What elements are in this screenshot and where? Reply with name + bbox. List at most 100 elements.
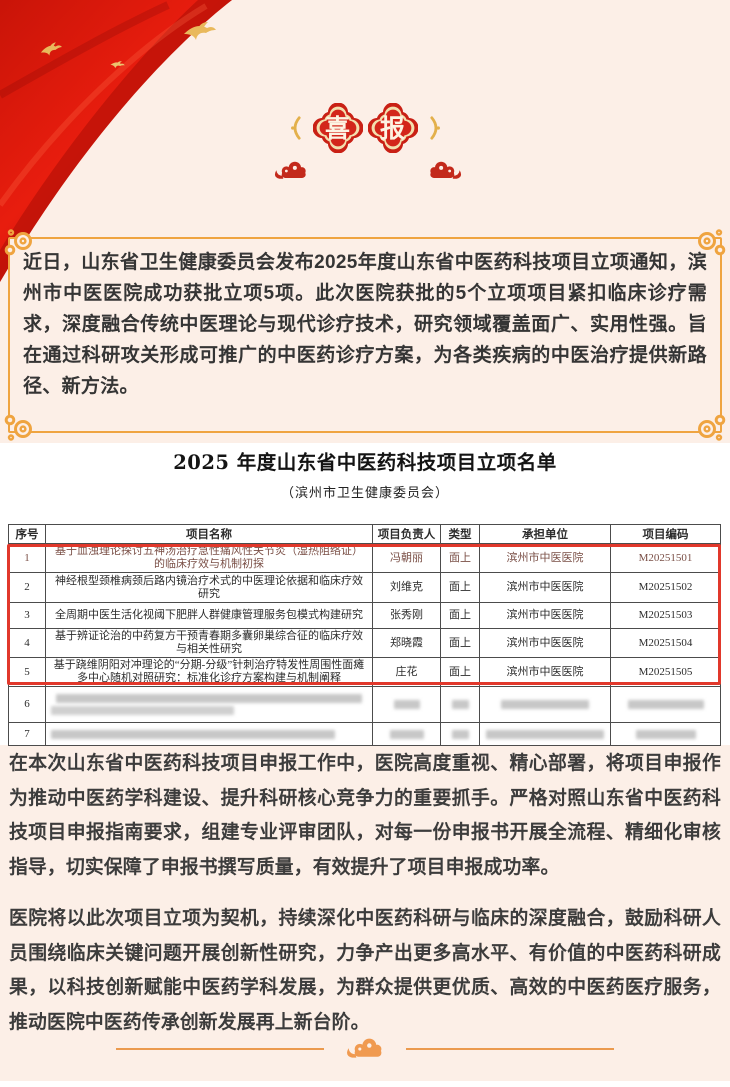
table-row: 2 神经根型颈椎病颈后路内镜治疗术式的中医理论依据和临床疗效研究 刘维克 面上 …: [8, 572, 721, 603]
cell-code-redacted: [610, 686, 721, 723]
cell-unit: 滨州市中医医院: [479, 657, 611, 687]
redacted-text-block: [501, 700, 589, 709]
intro-box: 近日，山东省卫生健康委员会发布2025年度山东省中医药科技项目立项通知，滨州市中…: [4, 229, 726, 441]
cell-unit: 滨州市中医医院: [479, 543, 611, 573]
cell-unit-redacted: [479, 686, 611, 723]
cell-type-redacted: [440, 686, 480, 723]
cell-project-name-redacted: [45, 722, 373, 746]
projects-table-wrap: 序号 项目名称 项目负责人 类型 承担单位 项目编码 1 基于血浊理论探讨五神汤…: [7, 524, 721, 746]
cell-no: 1: [8, 543, 46, 573]
cell-unit: 滨州市中医医院: [479, 602, 611, 629]
cloud-corner-icon: [698, 414, 726, 441]
gold-curl-icon: [290, 116, 301, 140]
col-header-leader: 项目负责人: [372, 524, 441, 544]
cell-project-name: 神经根型颈椎病颈后路内镜治疗术式的中医理论依据和临床疗效研究: [45, 572, 373, 603]
redacted-text-block: [51, 729, 336, 739]
cell-no: 7: [8, 722, 46, 746]
cell-leader-redacted: [372, 686, 441, 723]
col-header-name: 项目名称: [45, 524, 373, 544]
redacted-text-block: [451, 729, 469, 739]
red-ribbon-decoration: [0, 0, 232, 282]
table-header-row: 序号 项目名称 项目负责人 类型 承担单位 项目编码: [8, 524, 721, 544]
table-row: 1 基于血浊理论探讨五神汤治疗急性痛风性关节炎（湿热阻络证）的临床疗效与机制初探…: [8, 543, 721, 573]
cell-no: 5: [8, 657, 46, 687]
table-row-redacted: 6: [8, 686, 721, 723]
cell-project-name: 基于辨证论治的中药复方干预青春期多囊卵巢综合征的临床疗效与相关性研究: [45, 628, 373, 658]
cell-unit-redacted: [479, 722, 611, 746]
body-paragraph-1: 在本次山东省中医药科技项目申报工作中，医院高度重视、精心部署，将项目申报作为推动…: [9, 752, 721, 877]
list-title: 2025 年度山东省中医药科技项目立项名单: [173, 451, 557, 474]
cell-type: 面上: [440, 602, 480, 629]
cell-code: M20251504: [610, 628, 721, 658]
table-row: 3 全周期中医生活化视阈下肥胖人群健康管理服务包模式构建研究 张秀刚 面上 滨州…: [8, 602, 721, 629]
redacted-text-block: [55, 694, 363, 703]
cell-code: M20251505: [610, 657, 721, 687]
redacted-text-block: [51, 706, 235, 715]
cell-leader: 冯朝丽: [372, 543, 441, 573]
xi-badge: 喜: [312, 102, 363, 154]
footer-divider: [0, 1036, 730, 1062]
cell-no: 3: [8, 602, 46, 629]
cloud-corner-icon: [4, 414, 32, 441]
cloud-swirl-icon: [430, 161, 462, 179]
cell-unit: 滨州市中医医院: [479, 572, 611, 603]
cell-project-name: 基于跷维阴阳对冲理论的“分期-分级”针刺治疗特发性周围性面瘫多中心随机对照研究：…: [45, 657, 373, 687]
badge-char-xi: 喜: [324, 115, 350, 143]
cell-leader-redacted: [372, 722, 441, 746]
cell-project-name: 基于血浊理论探讨五神汤治疗急性痛风性关节炎（湿热阻络证）的临床疗效与机制初探: [45, 543, 373, 573]
cell-code: M20251501: [610, 543, 721, 573]
redacted-text-block: [486, 729, 604, 739]
cell-type-redacted: [440, 722, 480, 746]
cell-code: M20251503: [610, 602, 721, 629]
gold-curl-icon: [429, 116, 440, 140]
col-header-type: 类型: [440, 524, 480, 544]
cell-code: M20251502: [610, 572, 721, 603]
table-row-redacted: 7: [8, 722, 721, 746]
intro-paragraph: 近日，山东省卫生健康委员会发布2025年度山东省中医药科技项目立项通知，滨州市中…: [23, 252, 707, 397]
cell-unit: 滨州市中医医院: [479, 628, 611, 658]
redacted-text-block: [635, 729, 696, 739]
badge-char-bao: 报: [379, 115, 405, 143]
cloud-swirl-icon: [274, 161, 306, 179]
cell-leader: 刘维克: [372, 572, 441, 603]
cell-no: 6: [8, 686, 46, 723]
cell-type: 面上: [440, 543, 480, 573]
divider-line: [116, 1048, 324, 1050]
cell-code-redacted: [610, 722, 721, 746]
table-row: 4 基于辨证论治的中药复方干预青春期多囊卵巢综合征的临床疗效与相关性研究 郑晓霞…: [8, 628, 721, 658]
cell-type: 面上: [440, 657, 480, 687]
divider-line: [406, 1048, 614, 1050]
dove-icon: [40, 42, 62, 56]
bao-badge: 报: [367, 102, 418, 154]
list-subtitle: （滨州市卫生健康委员会）: [280, 486, 449, 501]
table-row: 5 基于跷维阴阳对冲理论的“分期-分级”针刺治疗特发性周围性面瘫多中心随机对照研…: [8, 657, 721, 687]
cell-no: 4: [8, 628, 46, 658]
quatrefoil-badge-shape: [367, 102, 418, 154]
dove-icon: [184, 22, 216, 40]
cell-no: 2: [8, 572, 46, 603]
bottom-edge-strip: [0, 1081, 730, 1087]
redacted-text-block: [389, 729, 424, 739]
redacted-text-block: [627, 700, 704, 709]
body-paragraph-2: 医院将以此次项目立项为契机，持续深化中医药科研与临床的深度融合，鼓励科研人员围绕…: [9, 907, 721, 1032]
cell-leader: 庄花: [372, 657, 441, 687]
dove-icon: [110, 61, 125, 69]
cell-project-name-redacted: [45, 686, 373, 723]
cloud-corner-icon: [698, 229, 726, 256]
cell-type: 面上: [440, 572, 480, 603]
cloud-corner-icon: [4, 229, 32, 256]
redacted-text-block: [393, 700, 420, 709]
projects-table: 序号 项目名称 项目负责人 类型 承担单位 项目编码 1 基于血浊理论探讨五神汤…: [8, 524, 721, 746]
cell-type: 面上: [440, 628, 480, 658]
col-header-code: 项目编码: [610, 524, 721, 544]
cell-leader: 郑晓霞: [372, 628, 441, 658]
redacted-text-block: [451, 700, 469, 709]
xibao-badge-group: 喜 报: [0, 102, 730, 154]
cell-project-name: 全周期中医生活化视阈下肥胖人群健康管理服务包模式构建研究: [45, 602, 373, 629]
col-header-unit: 承担单位: [479, 524, 611, 544]
cloud-divider-icon: [347, 1038, 382, 1058]
quatrefoil-badge-shape: [312, 102, 363, 154]
col-header-no: 序号: [8, 524, 46, 544]
cell-leader: 张秀刚: [372, 602, 441, 629]
